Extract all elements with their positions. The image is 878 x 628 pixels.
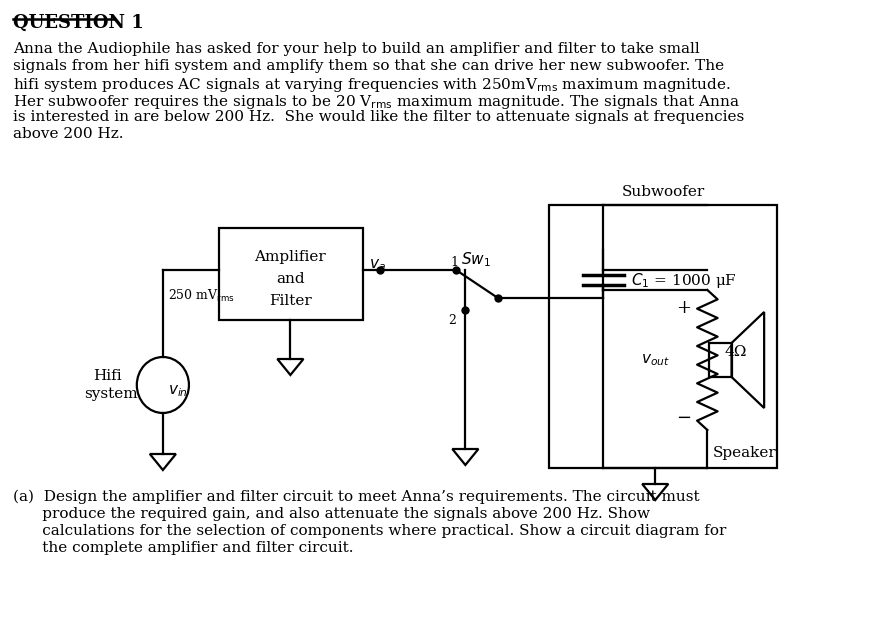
Text: the complete amplifier and filter circuit.: the complete amplifier and filter circui… [13,541,353,555]
Text: (a)  Design the amplifier and filter circuit to meet Anna’s requirements. The ci: (a) Design the amplifier and filter circ… [13,490,699,504]
Text: $C_1$ = 1000 μF: $C_1$ = 1000 μF [630,271,736,290]
Text: is interested in are below 200 Hz.  She would like the filter to attenuate signa: is interested in are below 200 Hz. She w… [13,110,744,124]
Text: Hifi: Hifi [93,369,121,383]
Text: −: − [676,409,691,427]
Text: $v_{in}$: $v_{in}$ [168,383,187,399]
Bar [219,228,363,320]
Text: Filter: Filter [269,294,312,308]
Text: signals from her hifi system and amplify them so that she can drive her new subw: signals from her hifi system and amplify… [13,59,723,73]
Text: and: and [276,272,305,286]
Text: 250 mV$_{\rm rms}$: 250 mV$_{\rm rms}$ [168,288,234,304]
Text: 2: 2 [448,314,456,327]
Text: Amplifier: Amplifier [255,250,326,264]
Text: Speaker: Speaker [712,446,775,460]
Text: 1: 1 [450,256,457,269]
Bar [709,343,730,377]
Text: hifi system produces AC signals at varying frequencies with 250mV$_{\rm rms}$ ma: hifi system produces AC signals at varyi… [13,76,730,94]
Text: 4Ω: 4Ω [723,345,745,359]
Text: calculations for the selection of components where practical. Show a circuit dia: calculations for the selection of compon… [13,524,725,538]
Text: Anna the Audiophile has asked for your help to build an amplifier and filter to : Anna the Audiophile has asked for your h… [13,42,699,56]
Text: Subwoofer: Subwoofer [621,185,704,199]
Text: $v_{out}$: $v_{out}$ [641,352,669,368]
Text: $v_a$: $v_a$ [369,257,385,273]
Text: +: + [676,299,691,317]
Text: $Sw_1$: $Sw_1$ [460,250,490,269]
Text: system: system [83,387,137,401]
Text: QUESTION 1: QUESTION 1 [13,14,144,32]
Text: above 200 Hz.: above 200 Hz. [13,127,124,141]
Text: produce the required gain, and also attenuate the signals above 200 Hz. Show: produce the required gain, and also atte… [13,507,650,521]
Bar [549,205,776,468]
Text: Her subwoofer requires the signals to be 20 V$_{\rm rms}$ maximum magnitude. The: Her subwoofer requires the signals to be… [13,93,738,111]
